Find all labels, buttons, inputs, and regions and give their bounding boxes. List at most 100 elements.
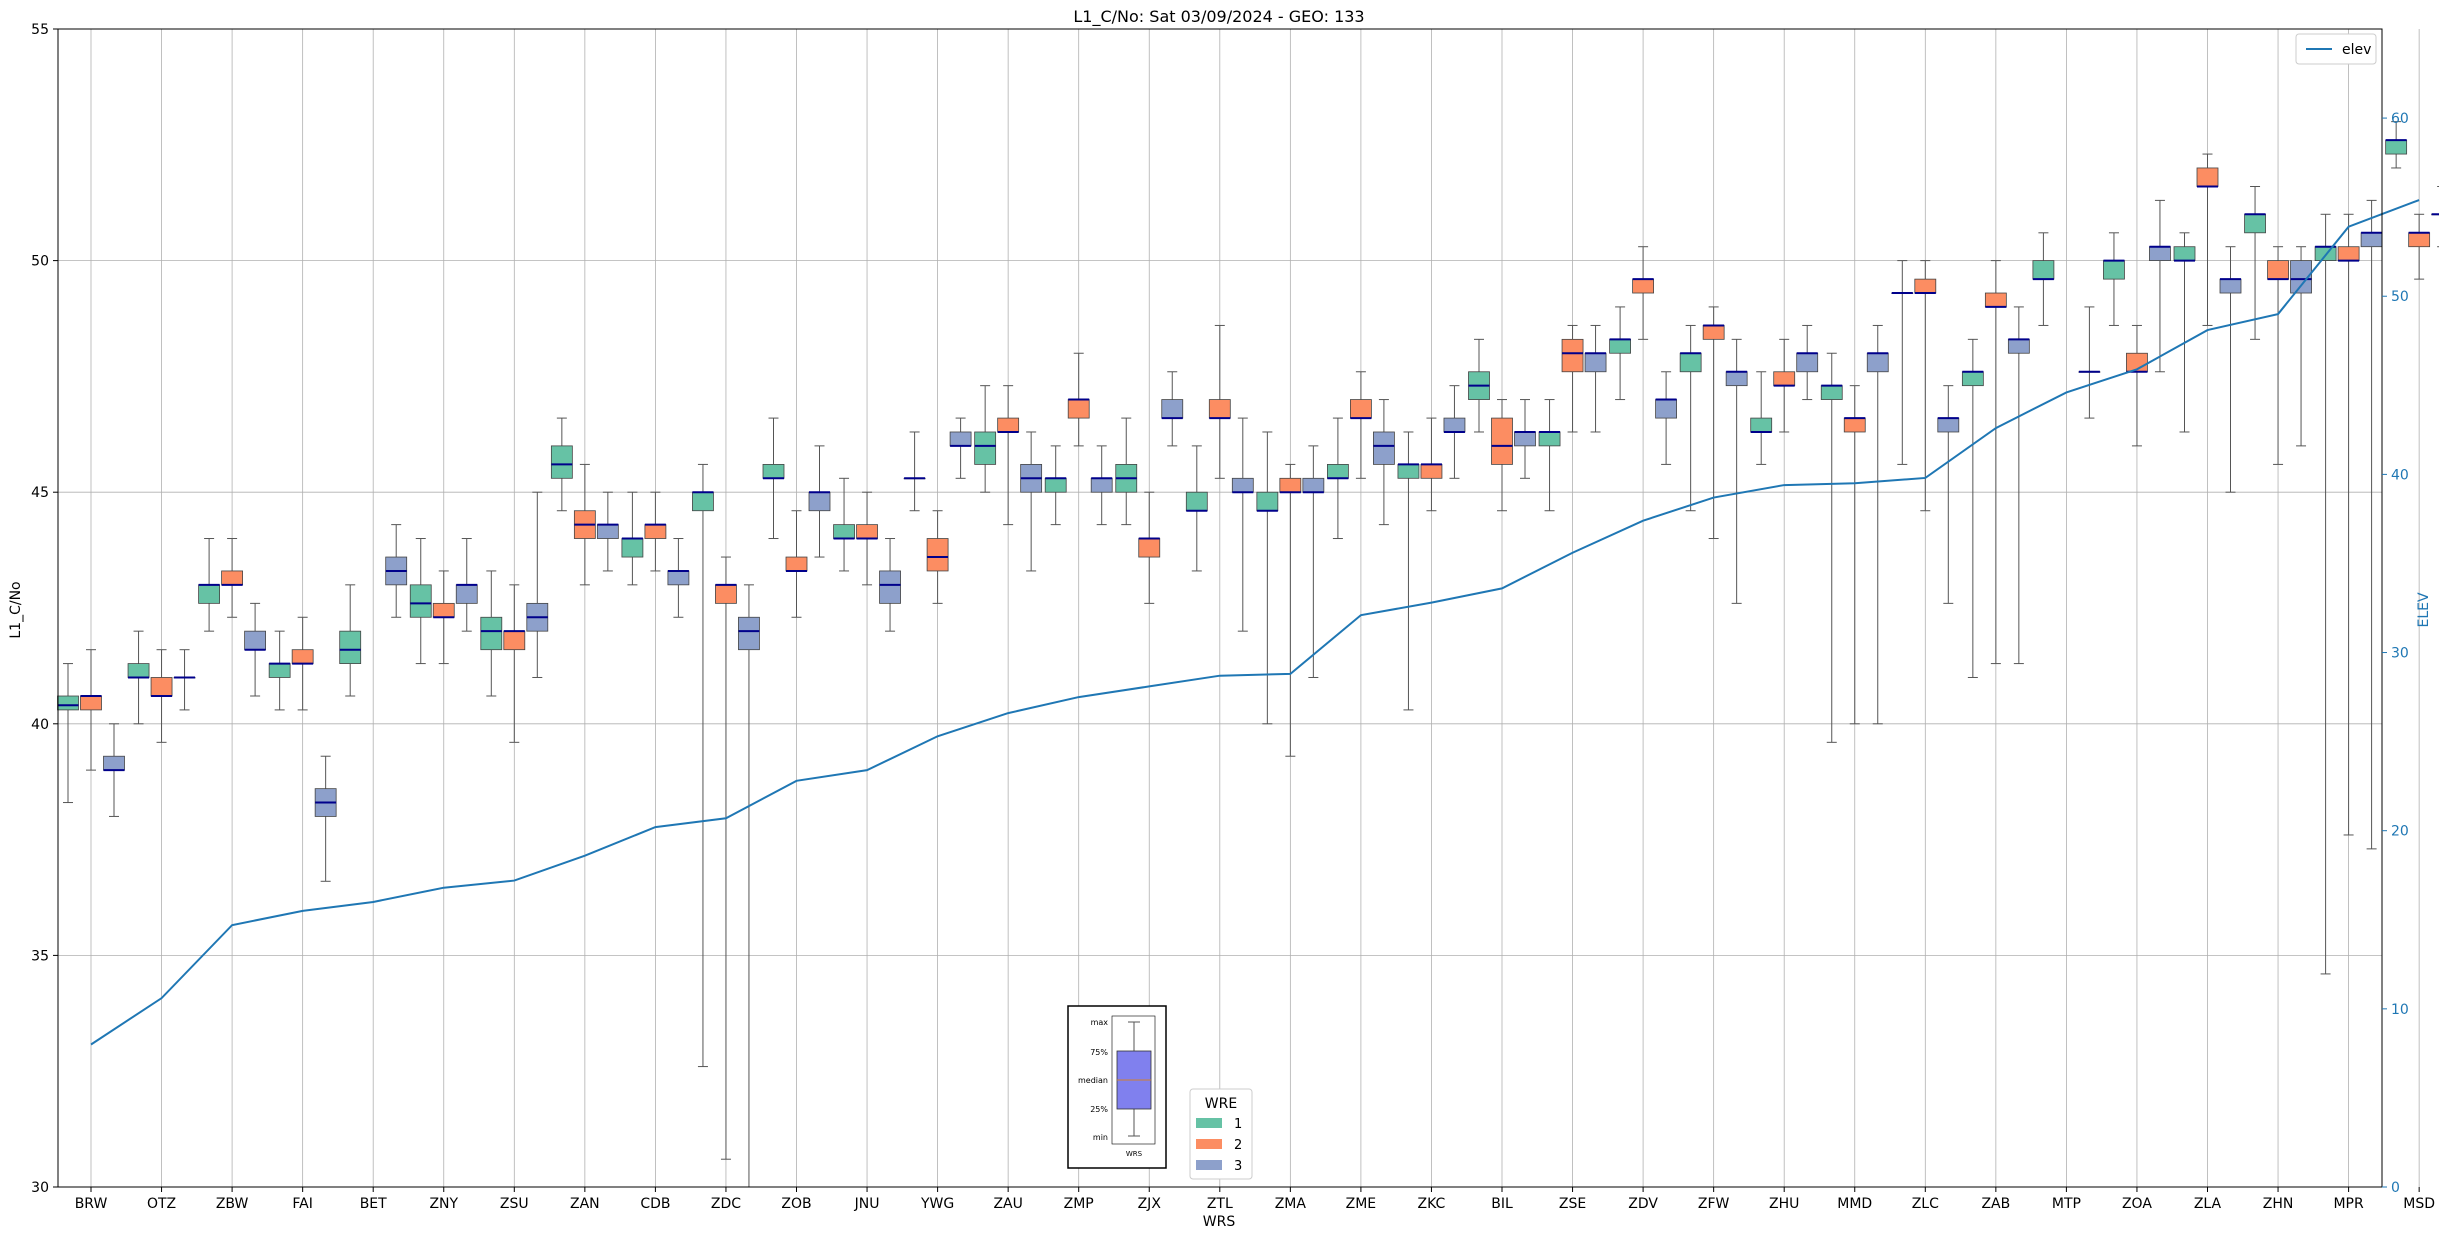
box-zsu-wre1 — [480, 570, 503, 697]
box-iqr — [1655, 399, 1677, 419]
box-zjx-wre1 — [1115, 417, 1138, 526]
x-tick-label: BRW — [75, 1196, 108, 1212]
box-zbw-wre1 — [198, 538, 221, 632]
box-jnu-wre1 — [833, 477, 855, 572]
box-iqr — [550, 445, 573, 479]
box-iqr — [80, 695, 102, 711]
y-axis-label: L1_C/No — [8, 581, 24, 638]
box-iqr — [1279, 477, 1302, 493]
box-zmp-wre2 — [1067, 352, 1090, 447]
box-iqr — [667, 570, 690, 586]
box-zdc-wre2 — [715, 556, 737, 1160]
box-zhn-wre2 — [2267, 246, 2289, 465]
y-tick-label: 35 — [31, 948, 49, 964]
box-zhn-wre1 — [2244, 185, 2266, 340]
box-iqr — [644, 524, 667, 539]
x-tick-label: MPR — [2333, 1196, 2364, 1212]
box-mtp-wre1 — [2032, 232, 2055, 326]
box-iqr — [2103, 260, 2125, 280]
y-right-axis-label: ELEV — [2416, 592, 2432, 627]
box-iqr — [949, 431, 972, 447]
wre-legend-swatch-1 — [1196, 1118, 1222, 1128]
box-iqr — [2408, 232, 2431, 248]
box-iqr — [1044, 477, 1067, 493]
box-ztl-wre2 — [1208, 324, 1231, 479]
box-iqr — [1538, 431, 1561, 447]
box-iqr — [1561, 338, 1584, 373]
box-zau-wre3 — [1020, 431, 1043, 572]
box-iqr — [926, 538, 949, 572]
box-zhn-wre3 — [2290, 246, 2312, 447]
box-iqr — [2244, 213, 2266, 234]
x-tick-label: ZTL — [1207, 1196, 1233, 1212]
x-tick-label: ZME — [1346, 1196, 1377, 1212]
box-iqr — [1397, 464, 1420, 479]
box-cdb-wre3 — [667, 538, 690, 618]
box-zfw-wre1 — [1679, 324, 1702, 512]
x-tick-label: ZHN — [2263, 1196, 2294, 1212]
x-tick-label: MSD — [2403, 1196, 2435, 1212]
box-zan-wre1 — [550, 417, 573, 512]
box-iqr — [1773, 371, 1796, 387]
box-brw-wre1 — [57, 663, 79, 804]
box-iqr — [1420, 464, 1443, 479]
key-label-min: min — [1093, 1133, 1108, 1142]
x-tick-label: FAI — [292, 1196, 312, 1212]
x-axis-label: WRS — [1203, 1214, 1236, 1230]
x-tick-label: BIL — [1491, 1196, 1513, 1212]
x-tick-label: ZAN — [570, 1196, 600, 1212]
x-tick-label: ZDV — [1628, 1196, 1658, 1212]
box-zab-wre1 — [1961, 338, 1984, 678]
box-iqr — [1302, 477, 1325, 493]
box-bil-wre1 — [1468, 338, 1490, 433]
x-tick-label: ZOA — [2122, 1196, 2152, 1212]
wre-legend: WRE 1 2 3 — [1189, 1088, 1253, 1180]
box-iqr — [2007, 338, 2030, 354]
wre-legend-label-1: 1 — [1234, 1117, 1242, 1132]
box-iqr — [1914, 278, 1937, 294]
box-bil-wre2 — [1491, 399, 1513, 512]
x-tick-label: ZHU — [1769, 1196, 1799, 1212]
box-iqr — [1843, 417, 1866, 433]
box-mtp-wre3 — [2078, 306, 2101, 419]
box-brw-wre2 — [80, 649, 102, 771]
box-zjx-wre2 — [1138, 491, 1161, 604]
box-zhu-wre1 — [1750, 371, 1773, 465]
box-iqr — [1231, 477, 1254, 493]
box-iqr — [244, 630, 267, 651]
box-iqr — [1350, 399, 1372, 419]
box-mmd-wre2 — [1843, 385, 1866, 725]
box-iqr — [1373, 431, 1395, 465]
box-zsu-wre3 — [526, 491, 549, 678]
y-right-tick-label: 30 — [2391, 646, 2409, 662]
box-iqr — [1796, 352, 1819, 373]
box-iqr — [856, 524, 878, 539]
box-zla-wre2 — [2196, 153, 2219, 326]
box-iqr — [1138, 538, 1161, 558]
box-zma-wre3 — [1302, 445, 1325, 678]
box-iqr — [2360, 232, 2383, 248]
y-right-tick-label: 50 — [2391, 289, 2409, 305]
box-iqr — [1514, 431, 1536, 447]
x-tick-label: CDB — [640, 1196, 670, 1212]
box-zdc-wre3 — [738, 584, 760, 1188]
box-zny-wre1 — [409, 538, 432, 665]
box-zob-wre2 — [785, 510, 808, 618]
box-cdb-wre2 — [644, 491, 667, 572]
box-iqr — [268, 663, 291, 678]
box-zma-wre1 — [1256, 431, 1279, 725]
x-tick-label: YWG — [920, 1196, 954, 1212]
box-msd-wre2 — [2408, 213, 2431, 280]
box-otz-wre1 — [127, 630, 150, 725]
box-iqr — [1984, 292, 2007, 308]
box-iqr — [339, 630, 362, 664]
box-zau-wre1 — [974, 385, 997, 493]
box-zhu-wre2 — [1773, 338, 1796, 433]
box-brw-wre3 — [103, 723, 125, 817]
wre-legend-label-3: 3 — [1234, 1159, 1242, 1174]
box-iqr — [596, 524, 619, 539]
box-zfw-wre2 — [1702, 306, 1725, 540]
box-iqr — [1866, 352, 1889, 373]
box-ztl-wre3 — [1231, 417, 1254, 632]
